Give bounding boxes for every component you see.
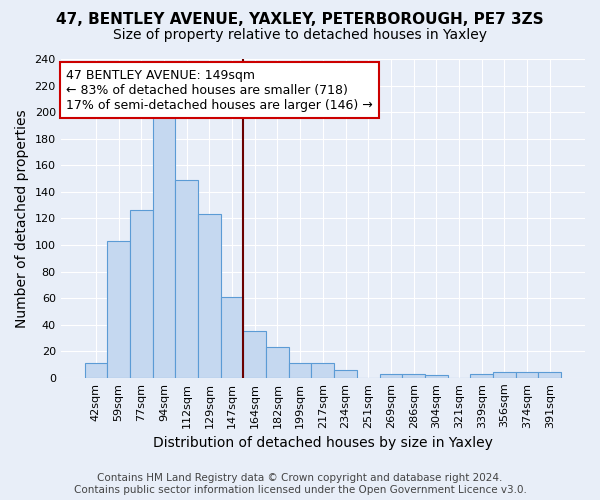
X-axis label: Distribution of detached houses by size in Yaxley: Distribution of detached houses by size …	[153, 436, 493, 450]
Text: 47 BENTLEY AVENUE: 149sqm
← 83% of detached houses are smaller (718)
17% of semi: 47 BENTLEY AVENUE: 149sqm ← 83% of detac…	[66, 68, 373, 112]
Bar	[289, 363, 311, 378]
Bar	[334, 370, 357, 378]
Bar	[221, 297, 244, 378]
Bar	[516, 372, 538, 378]
Bar	[380, 374, 402, 378]
Text: Size of property relative to detached houses in Yaxley: Size of property relative to detached ho…	[113, 28, 487, 42]
Bar	[152, 112, 175, 378]
Bar	[425, 375, 448, 378]
Bar	[175, 180, 198, 378]
Bar	[266, 348, 289, 378]
Bar	[244, 332, 266, 378]
Text: 47, BENTLEY AVENUE, YAXLEY, PETERBOROUGH, PE7 3ZS: 47, BENTLEY AVENUE, YAXLEY, PETERBOROUGH…	[56, 12, 544, 28]
Y-axis label: Number of detached properties: Number of detached properties	[15, 109, 29, 328]
Bar	[538, 372, 561, 378]
Bar	[402, 374, 425, 378]
Bar	[311, 363, 334, 378]
Bar	[85, 363, 107, 378]
Bar	[198, 214, 221, 378]
Bar	[130, 210, 152, 378]
Text: Contains HM Land Registry data © Crown copyright and database right 2024.
Contai: Contains HM Land Registry data © Crown c…	[74, 474, 526, 495]
Bar	[107, 241, 130, 378]
Bar	[470, 374, 493, 378]
Bar	[493, 372, 516, 378]
